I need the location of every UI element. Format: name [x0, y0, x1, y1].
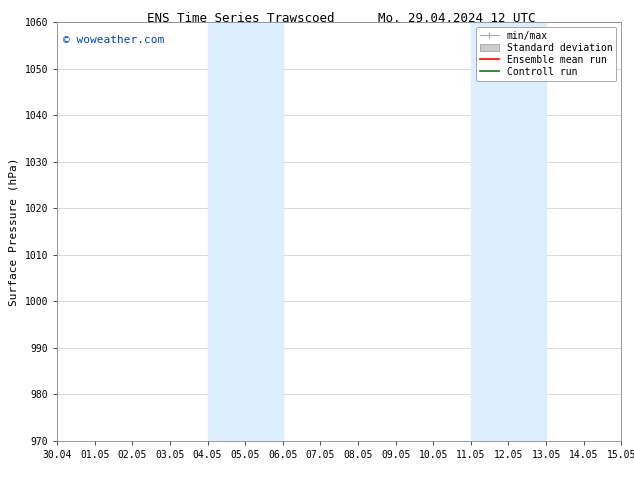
Text: Mo. 29.04.2024 12 UTC: Mo. 29.04.2024 12 UTC: [378, 12, 535, 25]
Y-axis label: Surface Pressure (hPa): Surface Pressure (hPa): [9, 157, 19, 306]
Text: © woweather.com: © woweather.com: [63, 35, 164, 45]
Bar: [471, 22, 546, 441]
Text: ENS Time Series Trawscoed: ENS Time Series Trawscoed: [147, 12, 335, 25]
Bar: [207, 22, 283, 441]
Legend: min/max, Standard deviation, Ensemble mean run, Controll run: min/max, Standard deviation, Ensemble me…: [476, 27, 616, 80]
